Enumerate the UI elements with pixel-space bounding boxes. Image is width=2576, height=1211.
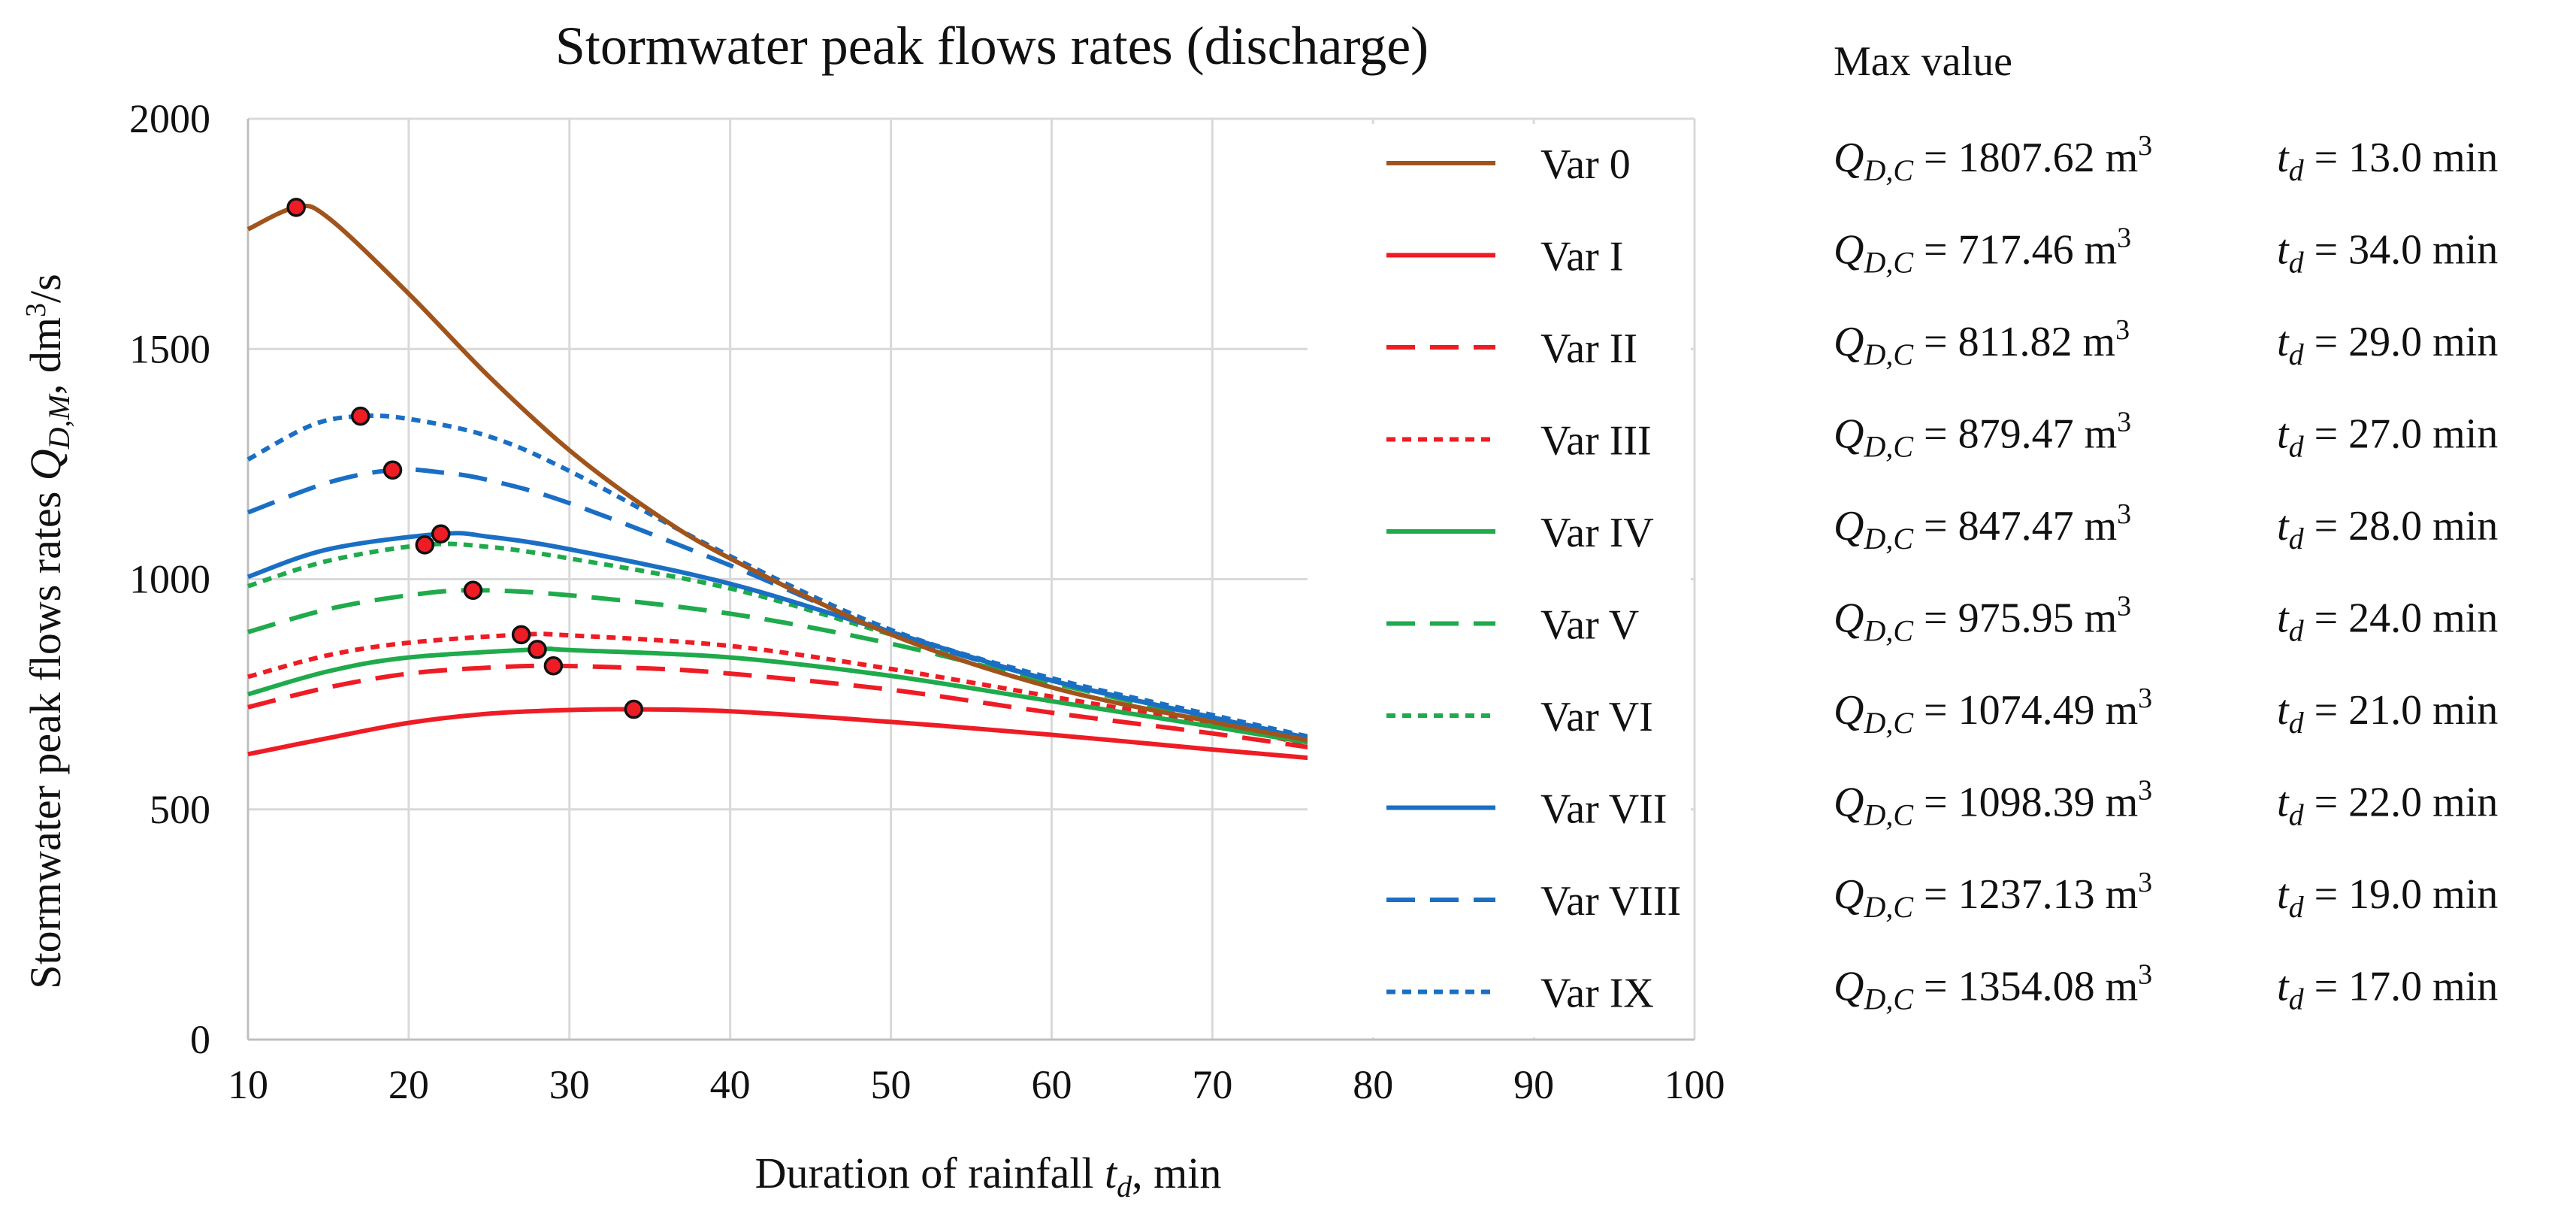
max-value-q: QD,C = 847.47 m3 [1834,498,2131,556]
max-value-t: td = 17.0 min [2277,964,2498,1016]
peak-marker-var-vi [415,535,435,555]
x-tick-label: 90 [1513,1062,1554,1107]
y-axis-label-superscript: 3 [20,303,52,317]
max-value-table: QD,C = 1807.62 m3 td = 13.0 min QD,C = 717… [1834,130,2498,1016]
x-axis-label: Duration of rainfall td, min [755,1149,1222,1203]
legend-label: Var III [1540,418,1652,465]
y-tick-label: 2000 [129,96,210,141]
max-value-q: QD,C = 879.47 m3 [1834,407,2131,464]
max-value-q: QD,C = 1807.62 m3 [1834,130,2152,187]
x-axis-label-subscript: d [1117,1170,1132,1203]
max-value-t: td = 28.0 min [2277,503,2498,556]
x-tick-label: 60 [1031,1062,1072,1107]
x-axis-label-unit: , min [1132,1149,1221,1197]
max-value-q: QD,C = 975.95 m3 [1834,591,2131,648]
max-value-t: td = 19.0 min [2277,871,2498,924]
y-tick-label: 0 [190,1017,210,1062]
peak-markers [286,198,644,719]
max-value-t: td = 13.0 min [2277,135,2498,187]
y-axis-label-text: Stormwater peak flows rates [21,480,70,988]
y-axis-label-unit: , dm [21,317,70,395]
legend-label: Var I [1540,234,1623,280]
peak-marker-var-ix [350,406,370,426]
y-axis-label-subscript: D,M [42,392,76,450]
max-value-q: QD,C = 1237.13 m3 [1834,867,2152,924]
series-line-var-v [247,588,1310,744]
y-tick-labels: 0 500 1000 1500 2000 [129,96,210,1062]
max-value-t: td = 34.0 min [2277,227,2498,280]
max-value-q: QD,C = 1098.39 m3 [1834,775,2152,832]
x-tick-label: 30 [549,1062,590,1107]
legend-label: Var II [1540,325,1637,372]
peak-marker-var-0 [286,198,306,217]
max-value-header: Max value [1834,38,2012,85]
legend-label: Var VII [1540,786,1667,833]
max-value-t: td = 24.0 min [2277,595,2498,648]
max-value-t: td = 27.0 min [2277,411,2498,464]
peak-marker-var-viii [382,460,403,480]
peak-marker-var-v [463,580,483,600]
series-line-var-iii [247,631,1310,747]
series-line-var-vi [247,541,1310,743]
legend-label: Var VI [1540,694,1653,740]
x-tick-label: 20 [389,1062,429,1107]
x-axis-label-text: Duration of rainfall [755,1149,1105,1197]
series-line-var-ii [247,663,1310,750]
y-axis-label-symbol: Q [21,449,70,480]
max-value-q: QD,C = 811.82 m3 [1834,314,2130,371]
series-line-var-iv [247,646,1310,745]
y-axis-label-per-second: /s [21,274,70,303]
max-value-q: QD,C = 1074.49 m3 [1834,683,2152,740]
series-line-var-i [247,707,1309,761]
peak-marker-var-vii [431,524,451,543]
axes [246,119,1695,1041]
peak-marker-var-ii [543,656,564,676]
y-axis-label: Stormwater peak flows rates QD,M, dm3/s [20,274,76,988]
legend-label: Var IV [1540,510,1654,556]
legend-label: Var IX [1540,970,1654,1017]
peak-marker-var-iii [511,625,531,645]
max-value-t: td = 22.0 min [2277,780,2498,832]
x-tick-labels: 10 20 30 40 50 60 70 80 90 100 [228,1062,1725,1107]
y-tick-label: 1500 [129,326,210,371]
chart-title: Stormwater peak flows rates (discharge) [555,16,1429,76]
max-value-q: QD,C = 717.46 m3 [1834,223,2131,280]
max-value-t: td = 29.0 min [2277,319,2498,371]
x-axis-label-symbol: t [1105,1149,1118,1197]
legend: Var 0 Var I Var II Var III Var IV Var V Var VI… [1308,124,1691,1037]
x-tick-label: 10 [228,1062,268,1107]
legend-label: Var VIII [1540,878,1681,925]
x-tick-label: 100 [1664,1062,1725,1107]
y-tick-label: 500 [150,787,210,832]
x-tick-label: 80 [1353,1062,1393,1107]
max-value-t: td = 21.0 min [2277,687,2498,740]
legend-label: Var 0 [1540,141,1631,188]
peak-marker-var-i [624,699,644,719]
legend-background [1308,124,1691,1037]
y-tick-label: 1000 [129,557,210,602]
x-tick-label: 40 [710,1062,751,1107]
peak-marker-var-iv [528,640,547,659]
max-value-q: QD,C = 1354.08 m3 [1834,959,2152,1016]
series-line-var-0 [246,204,1310,743]
x-tick-label: 70 [1192,1062,1232,1107]
x-tick-label: 50 [871,1062,912,1107]
legend-label: Var V [1540,602,1639,649]
